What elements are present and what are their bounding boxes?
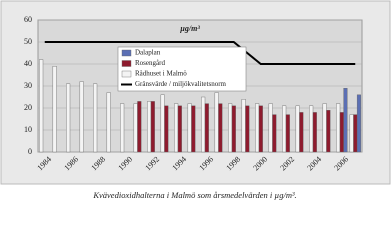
y-tick-label: 0 (28, 147, 32, 156)
legend-label: Dalaplan (135, 49, 161, 57)
legend-swatch (121, 49, 132, 57)
bar (228, 103, 233, 153)
y-tick-label: 60 (24, 15, 32, 24)
bar (336, 103, 341, 153)
bar (285, 114, 290, 153)
limit-line (44, 41, 356, 65)
bar (255, 103, 260, 153)
bar (164, 105, 169, 153)
bar (177, 105, 182, 153)
y-tick-label: 40 (24, 59, 32, 68)
legend-label: Rosengård (135, 59, 165, 67)
bar (93, 83, 98, 153)
legend-box (117, 46, 247, 92)
caption: Kvävedioxidhalterna i Malmö som årsmedel… (92, 190, 296, 200)
bar (231, 105, 236, 153)
bar (160, 94, 165, 153)
bar (133, 103, 138, 153)
y-tick-label: 20 (24, 103, 32, 112)
bar (295, 105, 300, 153)
bar (201, 96, 206, 153)
bar (79, 81, 84, 153)
bar (349, 114, 354, 153)
y-tick-label: 30 (24, 81, 32, 90)
bar (39, 59, 44, 153)
bar (258, 105, 263, 153)
bar (214, 92, 219, 153)
bar (245, 105, 250, 153)
bar (353, 114, 358, 153)
legend: Dalaplan Rosengård Rådhuset i Malmö Gränsvä… (117, 46, 247, 92)
y-tick-label: 50 (24, 37, 32, 46)
bar (322, 103, 327, 153)
y-tick-label: 10 (24, 125, 32, 134)
legend-swatch (121, 60, 132, 67)
bar (147, 101, 152, 153)
bar (309, 105, 314, 153)
bar (282, 105, 287, 153)
bar (120, 103, 125, 153)
bar (343, 87, 348, 153)
y-unit: µg/m³ (179, 24, 200, 33)
bar (204, 103, 209, 153)
bar (356, 94, 361, 153)
legend-swatch (121, 70, 132, 78)
bar (268, 103, 273, 153)
bar (187, 103, 192, 153)
bar (299, 112, 304, 153)
bar (241, 98, 246, 153)
bar (272, 114, 277, 153)
chart: µg/m³ Kvävedioxidhalterna i Malmö som år… (0, 0, 391, 200)
bar (150, 101, 155, 153)
bar (339, 112, 344, 153)
bar (326, 109, 331, 153)
bar (191, 105, 196, 153)
bar (52, 65, 57, 153)
bar (312, 112, 317, 153)
legend-label: Rådhuset i Malmö (135, 70, 187, 78)
legend-label: Gränsvärde / miljökvalitetsnorm (135, 80, 227, 88)
bar (137, 101, 142, 153)
bar (66, 83, 71, 153)
bar (174, 103, 179, 153)
bar (106, 92, 111, 153)
bar (218, 103, 223, 153)
